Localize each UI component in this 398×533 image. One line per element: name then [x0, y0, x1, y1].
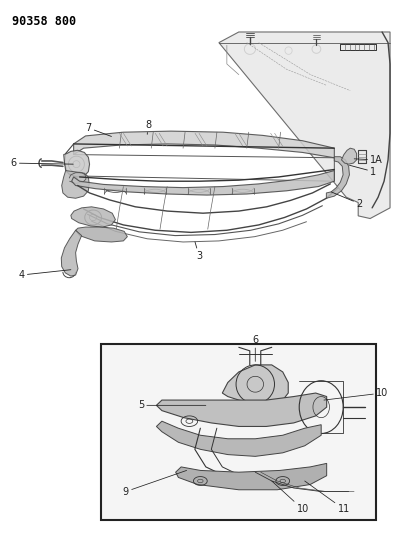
- Polygon shape: [74, 131, 334, 158]
- Polygon shape: [76, 227, 127, 242]
- Text: 6: 6: [11, 158, 73, 168]
- Polygon shape: [326, 157, 349, 198]
- Polygon shape: [222, 365, 288, 403]
- Text: 6: 6: [252, 335, 258, 361]
- Polygon shape: [156, 393, 327, 426]
- Polygon shape: [64, 150, 90, 177]
- Text: 1A: 1A: [354, 155, 383, 165]
- Polygon shape: [219, 32, 390, 219]
- Text: 9: 9: [123, 471, 187, 497]
- Polygon shape: [61, 230, 82, 276]
- Text: 10: 10: [324, 388, 388, 400]
- Polygon shape: [62, 171, 89, 198]
- Text: 7: 7: [85, 123, 111, 136]
- Polygon shape: [72, 171, 334, 195]
- Text: 1: 1: [349, 165, 376, 176]
- Text: 90358 800: 90358 800: [12, 15, 76, 28]
- Polygon shape: [156, 421, 321, 456]
- Bar: [101, 344, 376, 520]
- Text: 3: 3: [195, 242, 202, 261]
- Text: 2: 2: [331, 192, 363, 208]
- Text: 11: 11: [305, 481, 350, 514]
- Polygon shape: [341, 148, 357, 164]
- Text: 5: 5: [138, 400, 206, 410]
- Text: 10: 10: [272, 481, 309, 514]
- Text: 8: 8: [145, 120, 151, 134]
- Text: 4: 4: [19, 270, 71, 280]
- Polygon shape: [176, 463, 327, 490]
- Polygon shape: [71, 207, 115, 227]
